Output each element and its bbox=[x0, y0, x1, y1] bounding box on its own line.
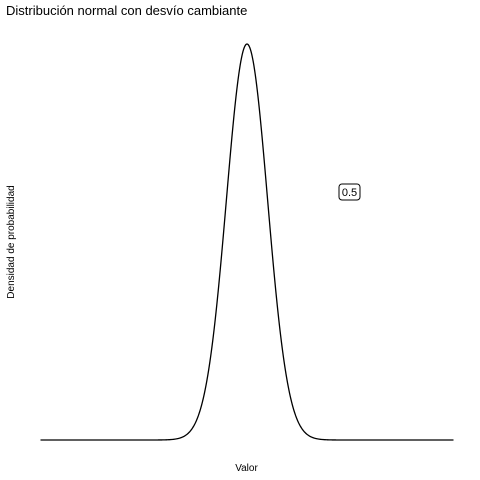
density-curve bbox=[40, 43, 454, 441]
sd-label-box bbox=[338, 183, 361, 201]
plot-area bbox=[40, 43, 454, 441]
y-axis-label: Densidad de probabilidad bbox=[6, 185, 17, 298]
sd-label-text: 0.5 bbox=[342, 187, 357, 199]
chart-title: Distribución normal con desvío cambiante bbox=[6, 3, 247, 18]
sd-label: 0.5 bbox=[338, 183, 361, 201]
x-axis-label: Valor bbox=[235, 463, 258, 474]
